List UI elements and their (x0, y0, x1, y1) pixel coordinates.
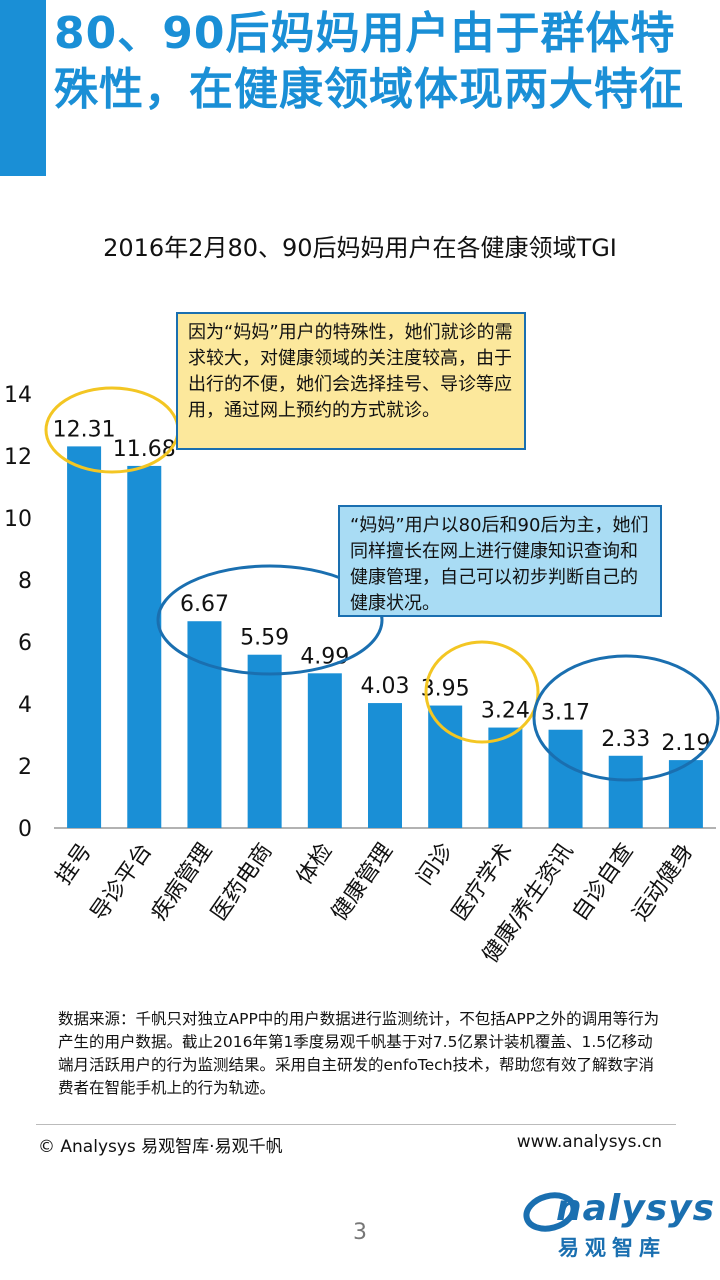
ellipse-highlight-consult (424, 640, 540, 744)
category-label: 导诊平台 (86, 839, 157, 925)
bar-1 (127, 465, 162, 828)
value-label: 3.17 (541, 701, 590, 726)
bar-8 (548, 729, 583, 828)
category-label: 体检 (292, 839, 338, 889)
category-label: 健康管理 (327, 839, 398, 925)
bar-3 (247, 654, 282, 828)
bar-2 (187, 621, 222, 828)
y-tick-label: 2 (18, 755, 32, 780)
category-label: 问诊 (412, 839, 458, 889)
website-link[interactable]: www.analysys.cn (516, 1132, 662, 1152)
page-title: 80、90后妈妈用户由于群体特殊性，在健康领域体现两大特征 (54, 8, 684, 115)
bar-9 (608, 755, 643, 828)
title-accent-bar (0, 0, 46, 176)
logo-chinese-name: 易观智库 (558, 1236, 666, 1260)
ellipse-highlight-management (156, 564, 384, 676)
y-tick-label: 14 (4, 383, 32, 408)
copyright: © Analysys 易观智库·易观千帆 (38, 1137, 283, 1157)
y-tick-label: 0 (18, 817, 32, 842)
callout-mom-skills: “妈妈”用户以80后和90后为主，她们同样擅长在网上进行健康知识查询和健康管理，… (338, 505, 662, 617)
bar-chart: 0 2 4 6 8 10 12 14 12.31 挂号 11.68 导诊平台 6.67 疾病管理 5.59 医… (4, 383, 720, 968)
callout-mom-needs: 因为“妈妈”用户的特殊性，她们就诊的需求较大，对健康领域的关注度较高，由于出行的… (176, 312, 526, 450)
value-label: 11.68 (113, 437, 176, 462)
bar-6 (428, 705, 463, 828)
category-label: 疾病管理 (146, 839, 217, 925)
chart-title: 2016年2月80、90后妈妈用户在各健康领域TGI (103, 234, 617, 262)
category-label: 挂号 (51, 839, 97, 889)
analysys-logo: nalysys 易观智库 (520, 1180, 714, 1270)
category-label: 自诊自查 (568, 839, 639, 925)
bar-0 (67, 446, 102, 828)
value-label: 6.67 (180, 592, 229, 617)
y-tick-label: 12 (4, 445, 32, 470)
ellipse-highlight-selfcare (532, 654, 720, 782)
value-label: 4.99 (300, 644, 349, 669)
bar-5 (368, 703, 402, 828)
value-label: 2.33 (601, 727, 650, 752)
page-number: 3 (353, 1220, 367, 1245)
y-tick-label: 10 (4, 507, 32, 532)
y-tick-label: 6 (18, 631, 32, 656)
value-label: 12.31 (53, 417, 116, 442)
logo-swoosh-icon (523, 1192, 577, 1232)
bar-4 (307, 673, 342, 828)
y-tick-label: 4 (18, 693, 32, 718)
value-label: 4.03 (361, 674, 410, 699)
y-tick-label: 8 (18, 569, 32, 594)
logo-wordmark: nalysys (556, 1188, 716, 1229)
bar-7 (488, 727, 523, 828)
value-label: 5.59 (240, 626, 289, 651)
category-label: 运动健身 (628, 839, 699, 925)
category-label: 医药电商 (207, 839, 278, 925)
value-label: 3.24 (481, 699, 530, 724)
footer-divider (36, 1124, 676, 1125)
data-source-note: 数据来源：千帆只对独立APP中的用户数据进行监测统计，不包括APP之外的调用等行… (58, 1010, 660, 1097)
